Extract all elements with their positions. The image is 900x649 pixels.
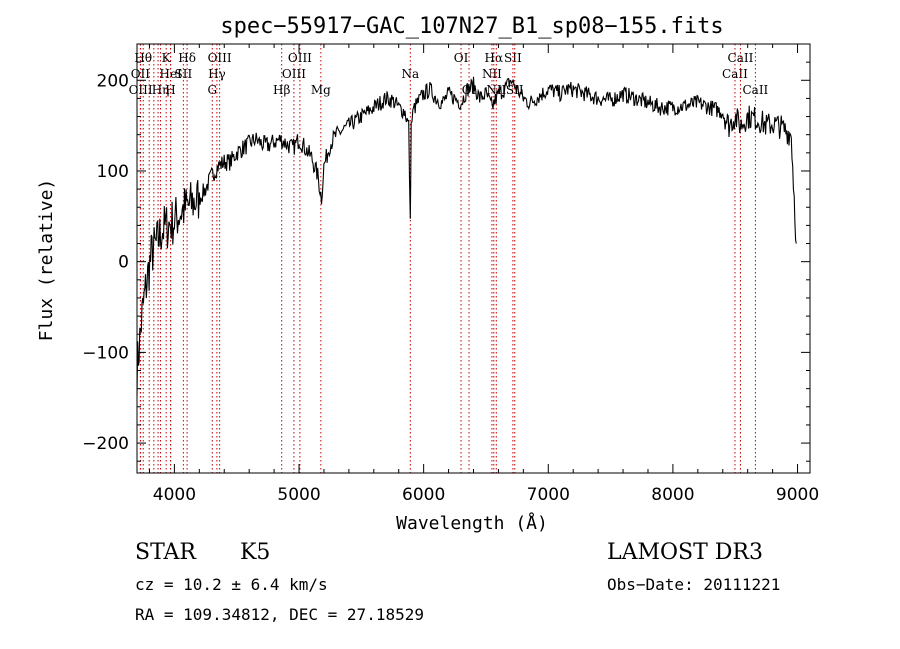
line-marker-label: Na xyxy=(401,67,419,81)
x-tick-label: 7000 xyxy=(527,485,570,505)
line-marker-label: SII xyxy=(504,51,522,65)
line-marker-label: CaII xyxy=(728,51,754,65)
y-tick-label: 100 xyxy=(97,162,129,182)
y-tick-label: −100 xyxy=(82,343,129,363)
line-marker-label: OI xyxy=(454,51,469,65)
line-marker-label: CaII xyxy=(722,67,748,81)
chart-title: spec−55917−GAC_107N27_B1_sp08−155.fits xyxy=(220,14,723,39)
survey-name: LAMOST DR3 xyxy=(607,540,763,565)
line-marker-label: OIII xyxy=(129,83,153,97)
coordinates: RA = 109.34812, DEC = 27.18529 xyxy=(135,605,424,624)
y-axis-label: Flux (relative) xyxy=(36,179,57,342)
line-marker-label: Mg xyxy=(311,83,331,97)
spectrum-line xyxy=(136,76,797,396)
line-marker-label: Hγ xyxy=(208,67,226,81)
line-marker-label: Hη xyxy=(152,83,170,97)
line-marker-label: CaII xyxy=(742,83,768,97)
line-marker-label: NII xyxy=(482,67,502,81)
line-marker-label: SII xyxy=(175,67,193,81)
line-marker-label: G xyxy=(207,83,217,97)
line-marker-label: K xyxy=(162,51,172,65)
line-marker-label: OIII xyxy=(288,51,312,65)
line-marker-label: H xyxy=(165,83,175,97)
object-type: STAR xyxy=(135,540,196,565)
line-marker-label: Hδ xyxy=(178,51,196,65)
line-marker-label: Hα xyxy=(485,51,504,65)
x-axis-ticks: 4000 5000 6000 7000 8000 9000 xyxy=(148,44,819,505)
spectral-subclass: K5 xyxy=(240,540,271,565)
line-marker-label: OIII xyxy=(282,67,306,81)
line-marker-label: OIII xyxy=(208,51,232,65)
x-tick-label: 6000 xyxy=(402,485,445,505)
y-tick-label: 0 xyxy=(118,253,129,273)
line-marker-label: SII xyxy=(506,83,524,97)
y-axis-ticks: −200 −100 0 100 200 xyxy=(82,61,810,462)
observation-date: Obs−Date: 20111221 xyxy=(607,575,781,594)
y-tick-label: −200 xyxy=(82,434,129,454)
x-tick-label: 9000 xyxy=(776,485,819,505)
line-marker-label: HeI xyxy=(159,67,182,81)
line-marker-label: Hβ xyxy=(273,83,290,97)
x-tick-label: 5000 xyxy=(277,485,320,505)
x-tick-label: 4000 xyxy=(153,485,196,505)
line-marker-label: Hθ xyxy=(134,51,152,65)
y-tick-label: 200 xyxy=(97,71,129,91)
line-marker-label: OII xyxy=(131,67,151,81)
x-tick-label: 8000 xyxy=(651,485,694,505)
redshift-value: cz = 10.2 ± 6.4 km/s xyxy=(135,575,328,594)
spectrum-plot: spec−55917−GAC_107N27_B1_sp08−155.fits H… xyxy=(36,14,819,534)
x-axis-label: Wavelength (Å) xyxy=(396,512,548,534)
